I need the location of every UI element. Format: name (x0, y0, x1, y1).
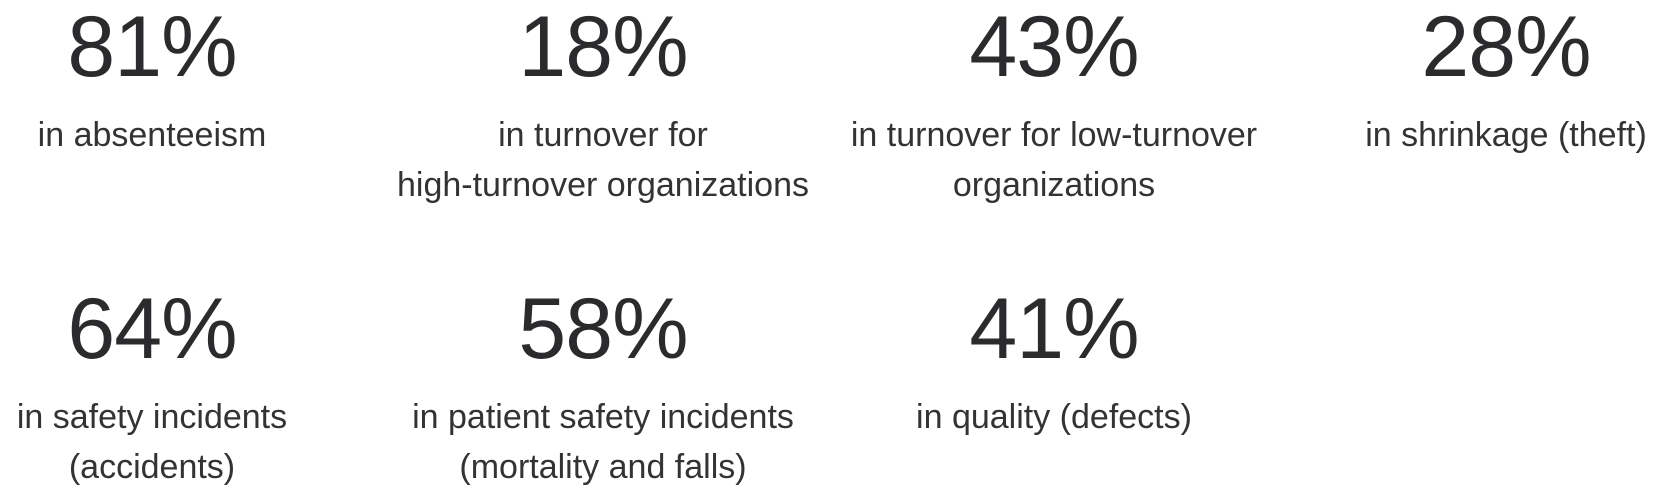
stat-absenteeism: 81% in absenteeism (38, 4, 267, 160)
stat-label-line: in turnover for low-turnover (850, 116, 1258, 154)
stat-label: in quality (defects) (916, 392, 1192, 442)
stat-quality: 41% in quality (defects) (916, 286, 1192, 442)
stat-label-line: in quality (defects) (916, 398, 1192, 436)
stat-turnover-high: 18% in turnover for high-turnover organi… (397, 4, 809, 210)
stat-label: in turnover for low-turnover organizatio… (851, 110, 1257, 210)
stat-value: 58% (518, 281, 688, 377)
stat-value: 28% (1421, 0, 1591, 95)
stat-value: 41% (969, 281, 1139, 377)
stat-label: in safety incidents (accidents) (17, 392, 287, 492)
stat-label-line: in shrinkage (theft) (1365, 116, 1647, 154)
stat-label-line: (mortality and falls) (459, 448, 747, 486)
stat-value: 18% (518, 0, 688, 95)
stat-label: in shrinkage (theft) (1365, 110, 1647, 160)
stat-label-line: in turnover for (498, 116, 708, 154)
stat-shrinkage: 28% in shrinkage (theft) (1365, 4, 1647, 160)
stat-label-line: in absenteeism (37, 116, 267, 154)
stat-label: in turnover for high-turnover organizati… (397, 110, 809, 210)
stat-label: in patient safety incidents (mortality a… (412, 392, 794, 492)
stat-patient-safety: 58% in patient safety incidents (mortali… (412, 286, 794, 492)
stat-turnover-low: 43% in turnover for low-turnover organiz… (851, 4, 1257, 210)
stat-value: 64% (67, 281, 237, 377)
stat-value: 81% (67, 0, 237, 95)
stat-label-line: organizations (952, 166, 1156, 204)
stat-safety-incidents: 64% in safety incidents (accidents) (17, 286, 287, 492)
stat-label: in absenteeism (38, 110, 267, 160)
stat-label-line: in patient safety incidents (412, 398, 794, 436)
stat-label-line: (accidents) (68, 448, 236, 486)
stat-value: 43% (969, 0, 1139, 95)
stat-label-line: high-turnover organizations (396, 166, 810, 204)
stat-label-line: in safety incidents (16, 398, 288, 436)
stats-grid: 81% in absenteeism 18% in turnover for h… (17, 4, 1647, 486)
